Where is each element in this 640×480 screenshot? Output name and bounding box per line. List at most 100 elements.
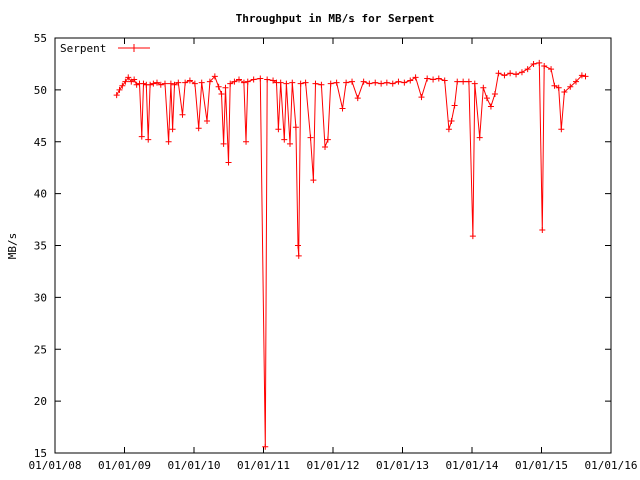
data-point — [465, 78, 472, 85]
data-point — [113, 92, 120, 99]
data-point — [318, 81, 325, 88]
x-tick-label: 01/01/16 — [585, 459, 638, 472]
x-tick-label: 01/01/08 — [29, 459, 82, 472]
data-point — [171, 81, 178, 88]
data-point — [567, 83, 574, 90]
data-point — [119, 82, 126, 89]
data-point — [378, 80, 385, 87]
data-point — [244, 78, 251, 85]
data-point — [354, 95, 361, 102]
data-point — [460, 78, 467, 85]
data-point — [322, 143, 329, 150]
data-point — [407, 77, 414, 84]
data-point — [262, 443, 269, 450]
legend-plus-marker — [130, 44, 138, 52]
data-point — [292, 124, 299, 131]
data-point — [418, 94, 425, 101]
data-point — [294, 242, 301, 249]
data-point — [501, 72, 508, 79]
data-point — [507, 70, 514, 77]
data-point — [218, 91, 225, 98]
data-point — [310, 177, 317, 184]
y-tick-label: 25 — [34, 343, 47, 356]
data-point — [513, 71, 520, 78]
x-tick-label: 01/01/10 — [168, 459, 221, 472]
data-point — [286, 140, 293, 147]
x-tick-label: 01/01/12 — [307, 459, 360, 472]
data-point — [551, 82, 558, 89]
data-point — [451, 102, 458, 109]
data-point — [169, 126, 176, 133]
data-point — [307, 134, 314, 141]
data-point — [277, 79, 284, 86]
data-point — [424, 75, 431, 82]
data-point — [179, 111, 186, 118]
data-point — [131, 76, 138, 83]
data-point — [445, 126, 452, 133]
data-point — [430, 76, 437, 83]
data-point — [281, 136, 288, 143]
data-point — [211, 73, 218, 80]
legend-label-serpent: Serpent — [60, 42, 106, 55]
data-point — [389, 80, 396, 87]
data-point — [476, 134, 483, 141]
data-point — [383, 79, 390, 86]
data-point — [483, 95, 490, 102]
x-axis: 01/01/08 01/01/09 01/01/10 01/01/11 01/01/12… — [29, 38, 638, 472]
data-point — [283, 80, 290, 87]
data-point — [366, 80, 373, 87]
data-point — [206, 78, 213, 85]
data-point — [147, 81, 154, 88]
data-point — [524, 66, 531, 73]
data-point — [145, 136, 152, 143]
data-point — [448, 118, 455, 124]
data-point — [558, 126, 565, 133]
y-axis: 15 20 25 30 35 40 45 50 55 — [34, 32, 611, 460]
data-point — [372, 79, 379, 86]
data-point — [150, 80, 157, 87]
data-point — [536, 59, 543, 66]
data-point — [518, 69, 525, 76]
data-point — [204, 118, 211, 124]
data-point — [327, 80, 334, 87]
data-point — [530, 60, 537, 67]
data-point — [349, 78, 356, 85]
y-tick-label: 20 — [34, 395, 47, 408]
data-point — [138, 133, 145, 140]
x-tick-label: 01/01/13 — [376, 459, 429, 472]
data-point — [243, 138, 250, 145]
x-tick-label: 01/01/09 — [98, 459, 151, 472]
y-tick-label: 35 — [34, 240, 47, 253]
series-line — [116, 62, 586, 447]
data-point — [491, 91, 498, 98]
data-point — [270, 77, 277, 84]
data-point — [312, 80, 319, 87]
data-point — [539, 226, 546, 233]
data-point — [295, 252, 302, 259]
data-point — [454, 78, 461, 85]
data-point — [161, 80, 168, 87]
data-point — [257, 75, 264, 82]
data-point — [220, 140, 227, 147]
data-point — [222, 84, 229, 91]
data-point — [231, 78, 238, 85]
data-point — [495, 70, 502, 77]
data-point — [487, 103, 494, 110]
legend: Serpent — [60, 42, 150, 55]
data-point — [471, 80, 478, 87]
y-tick-label: 30 — [34, 291, 47, 304]
data-point — [240, 79, 247, 86]
series-serpent — [113, 59, 589, 450]
data-point — [297, 80, 304, 87]
data-point — [191, 80, 198, 87]
data-point — [541, 63, 548, 70]
data-point — [339, 105, 346, 112]
data-point — [275, 126, 282, 133]
data-point — [333, 79, 340, 86]
data-point — [572, 78, 579, 85]
data-point — [140, 80, 147, 87]
data-point — [165, 138, 172, 145]
y-axis-label: MB/s — [6, 233, 19, 260]
data-point — [578, 72, 585, 79]
